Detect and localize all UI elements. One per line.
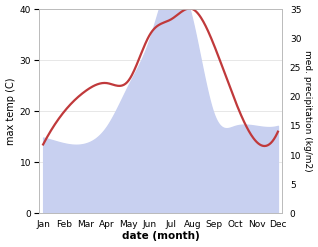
X-axis label: date (month): date (month) (122, 231, 199, 242)
Y-axis label: med. precipitation (kg/m2): med. precipitation (kg/m2) (303, 50, 313, 172)
Y-axis label: max temp (C): max temp (C) (5, 78, 16, 145)
